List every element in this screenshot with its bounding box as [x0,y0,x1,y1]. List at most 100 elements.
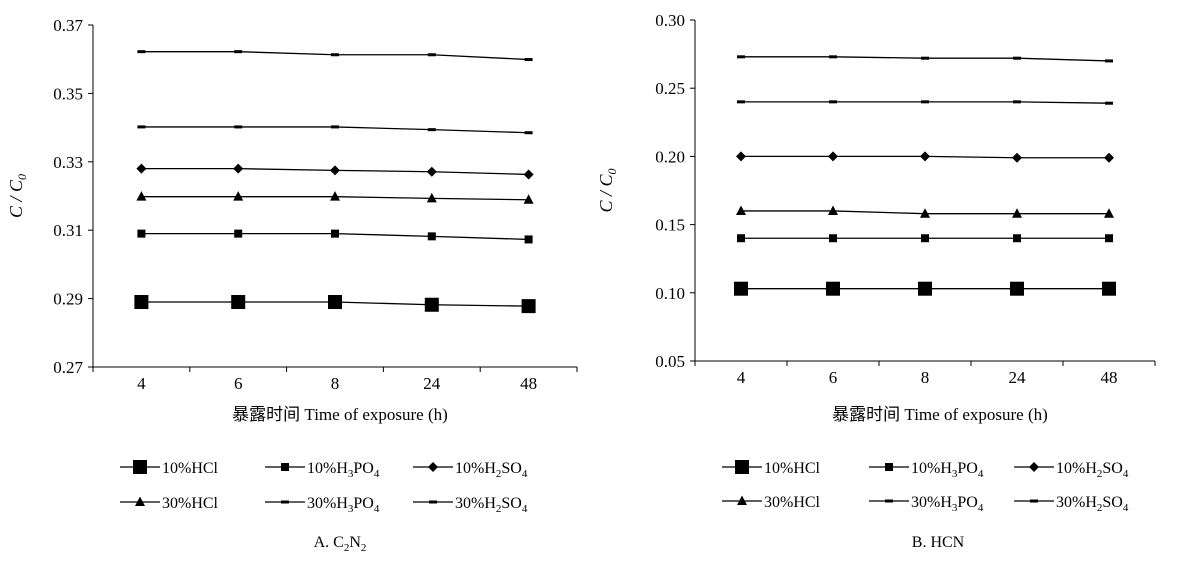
data-point [521,299,536,314]
legend-item: 10%H3PO4 [265,460,380,480]
data-point [1013,234,1021,243]
series-2 [137,229,533,244]
series-6 [137,50,533,62]
y-tick-label: 0.37 [53,16,83,35]
legend-label: 30%H2SO4 [1056,494,1129,514]
legend-label: 30%H3PO4 [307,495,380,515]
data-point [1013,56,1021,60]
legend-marker [1029,462,1039,472]
data-point [427,53,436,57]
data-point [233,163,244,174]
chart-caption: A. C2N2 [314,534,367,554]
data-point [1105,234,1113,243]
legend-item: 10%H3PO4 [869,460,984,480]
legend-item: 30%H2SO4 [1014,494,1129,514]
y-tick-label: 0.10 [655,284,685,303]
data-point [921,56,929,60]
legend-marker [133,460,147,474]
data-point [523,169,534,180]
y-tick-label: 0.31 [53,221,83,240]
data-point [136,163,147,174]
y-tick-label: 0.27 [53,358,83,377]
legend-item: 10%H2SO4 [413,460,528,480]
legend-item: 30%HCl [120,495,219,512]
data-point [424,297,439,312]
data-point [1102,281,1116,296]
legend-marker [737,495,747,505]
data-point [426,192,437,203]
legend-item: 30%H3PO4 [265,495,380,515]
x-tick-label: 8 [331,374,340,393]
data-point [233,191,244,201]
data-point [331,125,339,129]
legend-marker [885,499,893,503]
data-point [1012,152,1022,163]
x-tick-label: 24 [1009,368,1027,387]
legend-label: 10%H3PO4 [307,460,380,480]
data-point [737,55,745,59]
data-point [331,53,339,57]
x-tick-label: 24 [423,374,441,393]
data-point [524,58,533,62]
data-point [234,125,243,129]
data-point [231,295,246,310]
legend-label: 30%HCl [764,494,821,511]
data-point [1105,101,1113,105]
y-tick-label: 0.20 [655,147,685,166]
data-point [330,191,340,201]
data-point [921,234,929,243]
y-tick-label: 0.05 [655,352,685,371]
x-axis-title: 暴露时间 Time of exposure (h) [832,405,1048,424]
data-point [137,50,146,54]
data-point [736,205,746,215]
data-point [829,100,837,104]
y-tick-label: 0.25 [655,79,685,98]
data-point [136,191,147,201]
legend-marker [429,500,437,504]
legend-label: 30%HCl [162,495,219,512]
series-5 [737,100,1113,105]
legend-item: 30%HCl [722,494,821,511]
data-point [1104,152,1114,163]
data-point [826,281,840,296]
legend-label: 10%HCl [162,460,219,477]
y-tick-label: 0.33 [53,153,83,172]
legend-label: 30%H3PO4 [911,494,984,514]
axes: 0.05 0.10 0.15 0.20 0.25 0.30 4 6 8 24 48 [655,11,1156,387]
legend: 10%HCl 10%H3PO4 10%H2SO4 30%HCl 30%H3PO4 30%H… [722,460,1129,514]
legend-marker [281,463,289,471]
series-3 [136,163,534,180]
series-5 [137,125,533,135]
y-tick-label: 0.35 [53,84,83,103]
legend-label: 10%H2SO4 [455,460,528,480]
chart-panel-hcn: 0.05 0.10 0.15 0.20 0.25 0.30 4 6 8 24 48 暴露时间 Time… [590,0,1179,556]
chart-panel-c2n2: 0.27 0.29 0.31 0.33 0.35 0.37 4 6 8 24 48 暴露时间 Time… [0,0,590,556]
chart-hcn: 0.05 0.10 0.15 0.20 0.25 0.30 4 6 8 24 48 暴露时间 Time… [596,11,1156,551]
y-axis-title: C / C0 [596,168,619,212]
x-tick-label: 8 [921,368,930,387]
data-point [524,235,533,244]
y-tick-label: 0.30 [655,11,685,30]
series-3 [736,151,1114,163]
data-point [328,295,342,310]
data-point [737,234,745,243]
data-point [524,131,533,135]
series-6 [737,55,1113,63]
data-point [1104,208,1114,218]
x-tick-label: 6 [829,368,838,387]
y-tick-label: 0.15 [655,216,685,235]
legend-item: 10%HCl [120,460,219,477]
series-2 [737,234,1113,243]
legend-label: 10%H2SO4 [1056,460,1129,480]
legend-item: 30%H3PO4 [869,494,984,514]
legend-label: 10%H3PO4 [911,460,984,480]
legend-marker [428,462,438,472]
legend-marker [885,463,893,471]
data-point [918,281,932,296]
y-tick-label: 0.29 [53,290,83,309]
plot-area [134,50,536,314]
legend-label: 30%H2SO4 [455,495,528,515]
x-tick-label: 4 [137,374,146,393]
x-tick-label: 48 [1101,368,1118,387]
data-point [829,234,837,243]
